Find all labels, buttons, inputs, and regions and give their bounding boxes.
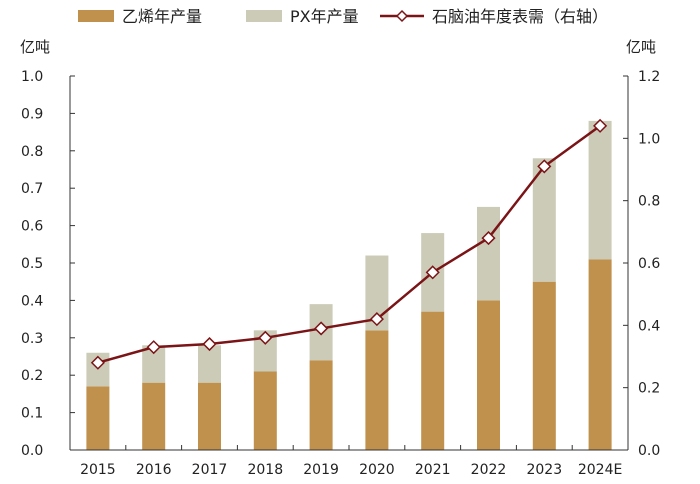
legend-label: 石脑油年度表需（右轴）	[432, 7, 608, 26]
naphtha-demand-line	[97, 124, 601, 364]
ethylene-bar	[309, 360, 333, 450]
legend-label: PX年产量	[290, 7, 359, 26]
naphtha-demand-point	[90, 355, 105, 370]
left-tick-label: 0.8	[21, 144, 43, 160]
left-tick-label: 0.5	[21, 256, 43, 272]
bars	[86, 120, 612, 450]
left-tick-label: 0.7	[21, 181, 43, 197]
naphtha-demand-point	[146, 340, 161, 355]
right-tick-label: 0.8	[638, 194, 660, 210]
ethylene-bar	[142, 382, 166, 450]
px-bar	[253, 330, 277, 372]
right-tick-label: 0.2	[638, 381, 660, 397]
legend-naphtha: 石脑油年度表需（右轴）	[380, 7, 608, 26]
right-axis-unit: 亿吨	[626, 38, 656, 56]
x-tick-label: 2018	[247, 462, 283, 478]
x-tick-label: 2021	[415, 462, 451, 478]
naphtha-demand-point	[258, 330, 273, 345]
left-tick-label: 0.6	[21, 219, 43, 235]
naphtha-demand-point	[202, 336, 217, 352]
px-bar	[142, 345, 166, 383]
ethylene-bar	[365, 330, 389, 450]
naphtha-demand-point	[537, 159, 552, 174]
legend: 乙烯年产量 PX年产量 石脑油年度表需（右轴）	[78, 7, 608, 26]
ethylene-bar	[253, 371, 277, 450]
px-bar	[588, 120, 612, 260]
legend-label: 乙烯年产量	[122, 7, 202, 26]
px-bar	[365, 255, 389, 331]
x-tick-label: 2016	[136, 462, 172, 478]
legend-ethylene: 乙烯年产量	[78, 7, 202, 26]
ethylene-bar	[421, 311, 445, 450]
naphtha-demand-point	[593, 118, 608, 133]
legend-swatch	[246, 10, 282, 22]
left-tick-label: 1.0	[21, 69, 43, 85]
axes: 0.0 0.1 0.2 0.3 0.4 0.5 0.6 0.7 0.8 0.9 1.0 0.0 0.2 0…	[21, 69, 660, 478]
legend-swatch	[78, 10, 114, 22]
naphtha-demand-point	[369, 312, 384, 327]
naphtha-demand-point	[425, 265, 440, 280]
right-tick-label: 0.4	[638, 318, 660, 334]
ethylene-bar	[198, 382, 221, 450]
ethylene-bar	[588, 259, 612, 450]
left-tick-label: 0.1	[21, 406, 43, 422]
ethylene-bar	[86, 386, 110, 450]
x-tick-label: 2023	[526, 462, 562, 478]
left-tick-label: 0.4	[21, 293, 43, 309]
x-tick-label: 2019	[303, 462, 339, 478]
right-tick-label: 0.6	[638, 256, 660, 272]
x-tick-label: 2022	[471, 462, 507, 478]
right-tick-label: 0.0	[638, 443, 660, 459]
left-axis-unit: 亿吨	[20, 38, 50, 56]
px-bar	[477, 206, 500, 301]
x-tick-label: 2015	[80, 462, 116, 478]
ethylene-bar	[532, 281, 556, 450]
left-tick-label: 0.9	[21, 106, 43, 122]
px-bar	[198, 345, 221, 383]
line-series	[90, 118, 608, 370]
px-bar	[532, 158, 556, 282]
legend-marker-swatch	[395, 9, 409, 23]
naphtha-demand-point	[481, 231, 496, 246]
legend-px: PX年产量	[246, 7, 359, 26]
x-tick-label: 2017	[192, 462, 228, 478]
x-tick-label: 2020	[359, 462, 395, 478]
left-tick-label: 0.3	[21, 331, 43, 347]
right-tick-label: 1.0	[638, 131, 660, 147]
naphtha-demand-point	[314, 321, 329, 336]
x-tick-label: 2024E	[578, 462, 622, 478]
ethylene-bar	[477, 300, 500, 450]
right-tick-label: 1.2	[638, 69, 660, 85]
left-tick-label: 0.2	[21, 368, 43, 384]
left-tick-label: 0.0	[21, 443, 43, 459]
